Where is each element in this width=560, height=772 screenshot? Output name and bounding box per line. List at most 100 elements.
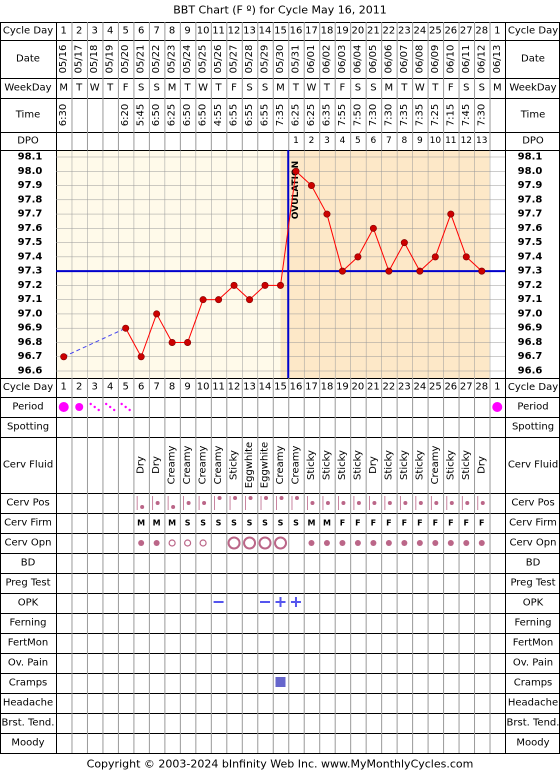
date-label: 06/06	[383, 45, 394, 74]
period-light-icon	[97, 408, 100, 412]
temp-tick-label-right: 96.8	[518, 337, 543, 348]
cerv-opn-medium-icon	[184, 539, 192, 547]
weekday-label: T	[431, 83, 439, 94]
cerv-pos-icon	[480, 501, 485, 505]
temp-tick-label: 96.7	[18, 351, 43, 362]
time-label: 6:25	[306, 104, 317, 126]
cycle-day-label-bottom: 8	[169, 382, 175, 393]
temp-tick-label-right: 97.1	[518, 294, 543, 305]
temp-tick-label-right: 97.6	[518, 223, 543, 234]
time-label: 6:30	[58, 104, 69, 126]
cerv-pos-icon	[356, 501, 361, 505]
row-label-headache: Headache	[3, 698, 53, 709]
temp-tick-label-right: 97.8	[518, 194, 543, 205]
cycle-day-label-bottom: 11	[212, 382, 225, 393]
row-label-preg_test: Preg Test	[5, 578, 50, 589]
date-label: 06/01	[306, 45, 317, 74]
cerv-opn-small-icon	[339, 540, 346, 546]
cycle-day-label: 2	[76, 26, 82, 37]
cycle-day-label-bottom: 14	[259, 382, 272, 393]
temp-line-segment	[63, 327, 126, 358]
cerv-firm-label: S	[216, 519, 222, 528]
date-label: 05/17	[74, 45, 85, 74]
temp-point	[60, 353, 68, 361]
cerv-opn-small-icon	[447, 540, 454, 546]
cycle-day-label: 4	[107, 26, 113, 37]
period-light-icon	[112, 408, 116, 412]
dpo-label: 3	[324, 136, 330, 146]
row-label-right-spotting: Spotting	[512, 422, 554, 433]
date-label: 05/26	[213, 45, 224, 74]
cerv-firm-label: S	[247, 519, 253, 528]
temp-line-segment	[233, 285, 250, 301]
cerv-fluid-label: Sticky	[352, 450, 363, 480]
time-label: 7:30	[476, 104, 487, 126]
temp-tick-label: 97.2	[18, 280, 43, 291]
cerv-pos-icon	[264, 496, 269, 500]
date-label: 06/03	[337, 45, 348, 74]
cerv-firm-label: M	[137, 519, 145, 528]
dpo-label: 9	[417, 136, 423, 146]
cycle-day-label-bottom: 7	[153, 382, 159, 393]
row-label-right-moody: Moody	[516, 738, 549, 749]
cerv-fluid-label: Creamy	[213, 446, 224, 485]
temp-line-segment	[295, 170, 312, 186]
row-label-right-date: Date	[521, 54, 545, 65]
row-label-right-ov_pain: Ov. Pain	[513, 658, 553, 669]
temp-point	[276, 281, 284, 289]
date-label: 06/09	[430, 45, 441, 74]
row-label-cerv_firm: Cerv Firm	[4, 518, 52, 529]
temp-tick-label: 97.0	[18, 308, 43, 319]
cerv-pos-icon	[310, 501, 315, 505]
row-label-right-ferning: Ferning	[514, 618, 551, 629]
cycle-day-label-bottom: 10	[197, 382, 210, 393]
cerv-opn-large-icon	[258, 536, 272, 550]
cerv-pos-icon	[202, 501, 207, 505]
cerv-fluid-label: Creamy	[182, 446, 193, 485]
temp-line-segment	[311, 185, 328, 215]
period-light-icon	[128, 408, 131, 412]
cerv-fluid-label: Creamy	[430, 446, 441, 485]
date-label: 06/04	[352, 45, 363, 74]
date-label: 06/12	[476, 45, 487, 74]
date-label: 06/02	[321, 45, 332, 74]
time-label: 6:55	[229, 104, 240, 126]
cerv-fluid-label: Creamy	[275, 446, 286, 485]
weekday-label: F	[340, 83, 346, 94]
row-label-right-period: Period	[517, 402, 548, 413]
weekday-label: T	[400, 83, 408, 94]
temp-line-segment	[434, 213, 452, 258]
temp-point	[246, 296, 254, 304]
date-label: 05/31	[290, 45, 301, 74]
cerv-firm-label: S	[278, 519, 284, 528]
weekday-label: M	[168, 83, 177, 94]
temp-point	[447, 210, 455, 218]
cerv-firm-label: S	[231, 519, 237, 528]
temp-line-segment	[403, 242, 421, 272]
dpo-label: 8	[401, 136, 407, 146]
cerv-firm-label: F	[355, 519, 360, 528]
weekday-label: W	[198, 83, 208, 94]
cycle-day-label-bottom: 4	[107, 382, 113, 393]
cerv-fluid-label: Sticky	[306, 450, 317, 480]
cerv-fluid-label: Sticky	[461, 450, 472, 480]
cerv-firm-label: S	[262, 519, 268, 528]
date-label: 06/05	[368, 45, 379, 74]
temp-tick-label-right: 97.3	[518, 266, 543, 277]
weekday-label: S	[479, 83, 485, 94]
row-label-right-opk: OPK	[523, 598, 544, 609]
temp-line-segment	[357, 228, 374, 258]
cerv-firm-label: S	[200, 519, 206, 528]
temp-tick-label: 96.6	[18, 366, 43, 377]
period-heavy-icon	[492, 402, 503, 412]
time-label: 7:25	[430, 104, 441, 126]
cycle-day-label: 21	[367, 26, 380, 37]
cerv-opn-small-icon	[416, 540, 423, 546]
date-label: 05/16	[58, 45, 69, 74]
dpo-label: 1	[293, 136, 299, 146]
cycle-day-label-bottom: 20	[352, 382, 365, 393]
dpo-label: 10	[430, 136, 442, 146]
temp-point	[137, 353, 145, 361]
row-label-period: Period	[12, 402, 43, 413]
